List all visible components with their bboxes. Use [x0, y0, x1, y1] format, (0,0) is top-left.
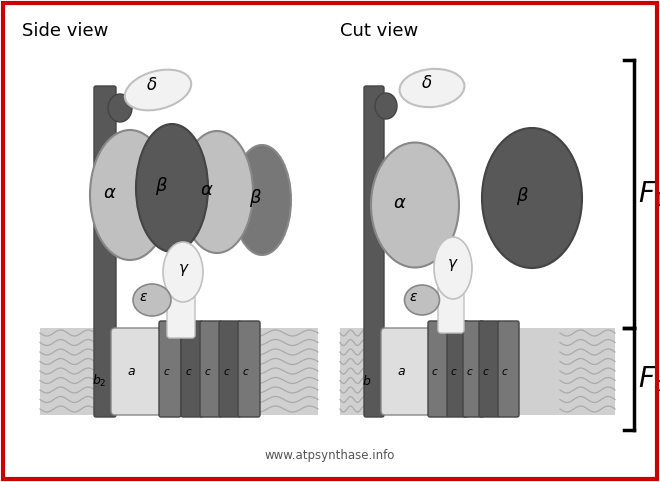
Text: $c$: $c$: [163, 367, 170, 377]
Text: $F_1$: $F_1$: [638, 179, 660, 209]
Ellipse shape: [125, 69, 191, 110]
Ellipse shape: [375, 93, 397, 119]
Text: $c$: $c$: [501, 367, 509, 377]
Ellipse shape: [233, 145, 291, 255]
Text: $\beta$: $\beta$: [516, 185, 529, 207]
Ellipse shape: [434, 237, 472, 299]
Text: $\alpha$: $\alpha$: [200, 181, 214, 199]
Text: www.atpsynthase.info: www.atpsynthase.info: [265, 449, 395, 462]
Text: $\gamma$: $\gamma$: [178, 262, 189, 278]
Ellipse shape: [399, 69, 465, 107]
Text: $c$: $c$: [431, 367, 438, 377]
FancyBboxPatch shape: [364, 86, 384, 417]
FancyBboxPatch shape: [167, 282, 195, 338]
Text: $\delta$: $\delta$: [421, 74, 432, 92]
Text: $\varepsilon$: $\varepsilon$: [409, 290, 418, 304]
Text: $a$: $a$: [127, 365, 136, 378]
Text: $b_2$: $b_2$: [92, 373, 106, 389]
Text: $\delta$: $\delta$: [146, 76, 157, 94]
Ellipse shape: [90, 130, 170, 260]
Text: $c$: $c$: [482, 367, 490, 377]
FancyBboxPatch shape: [238, 321, 260, 417]
Text: $\beta$: $\beta$: [249, 187, 262, 209]
Text: Side view: Side view: [22, 22, 108, 40]
FancyBboxPatch shape: [479, 321, 500, 417]
FancyBboxPatch shape: [40, 328, 318, 415]
Ellipse shape: [108, 94, 132, 122]
Text: $F_o$: $F_o$: [638, 364, 660, 394]
Ellipse shape: [181, 131, 253, 253]
FancyBboxPatch shape: [381, 328, 431, 415]
FancyBboxPatch shape: [159, 321, 181, 417]
Text: $c$: $c$: [450, 367, 457, 377]
Text: $c$: $c$: [185, 367, 193, 377]
Text: $c$: $c$: [223, 367, 230, 377]
FancyBboxPatch shape: [447, 321, 468, 417]
Ellipse shape: [405, 285, 440, 315]
Text: $\varepsilon$: $\varepsilon$: [139, 290, 148, 304]
Text: $\alpha$: $\alpha$: [393, 194, 407, 212]
FancyBboxPatch shape: [498, 321, 519, 417]
Text: Cut view: Cut view: [340, 22, 418, 40]
FancyBboxPatch shape: [340, 328, 615, 415]
Text: $b$: $b$: [362, 374, 372, 388]
Text: $\gamma$: $\gamma$: [447, 257, 459, 273]
Text: $c$: $c$: [204, 367, 212, 377]
Ellipse shape: [482, 128, 582, 268]
Text: $a$: $a$: [397, 365, 406, 378]
FancyBboxPatch shape: [219, 321, 241, 417]
Text: $\alpha$: $\alpha$: [103, 184, 117, 202]
FancyBboxPatch shape: [181, 321, 203, 417]
Ellipse shape: [371, 143, 459, 268]
FancyBboxPatch shape: [94, 86, 116, 417]
FancyBboxPatch shape: [111, 328, 161, 415]
Ellipse shape: [136, 124, 208, 252]
FancyBboxPatch shape: [200, 321, 222, 417]
Text: $c$: $c$: [466, 367, 474, 377]
FancyBboxPatch shape: [463, 321, 484, 417]
Text: $c$: $c$: [242, 367, 249, 377]
Text: $\beta$: $\beta$: [155, 175, 168, 197]
FancyBboxPatch shape: [438, 279, 464, 333]
FancyBboxPatch shape: [428, 321, 449, 417]
Ellipse shape: [163, 242, 203, 302]
Ellipse shape: [133, 284, 171, 316]
